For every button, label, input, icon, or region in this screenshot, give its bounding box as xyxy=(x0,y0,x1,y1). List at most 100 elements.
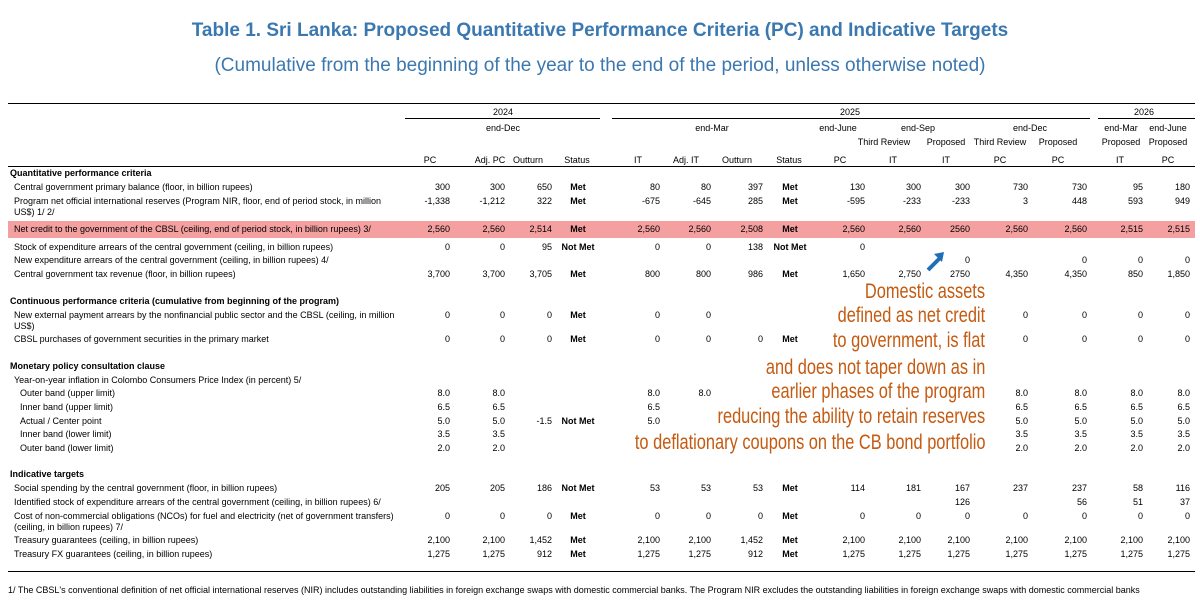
cell: 2.0 xyxy=(1177,442,1190,453)
cell: 2,560 xyxy=(637,224,660,235)
cell: 2,100 xyxy=(482,535,505,546)
status-cell: Met xyxy=(570,269,586,279)
cell: 6.5 xyxy=(492,402,505,412)
cell: 0 xyxy=(1022,510,1028,521)
cell: -233 xyxy=(951,195,970,206)
cell: 2,560 xyxy=(482,224,505,235)
cell: 650 xyxy=(536,182,552,192)
status-cell: Met xyxy=(782,510,798,521)
cell: 3.5 xyxy=(1177,429,1190,440)
cell: 2.0 xyxy=(1074,442,1087,453)
review-header: Proposed xyxy=(926,137,966,147)
cell: 1,275 xyxy=(1064,548,1087,559)
cell: 2,560 xyxy=(898,224,921,235)
column-header: IT xyxy=(942,155,950,165)
year-header: 2025 xyxy=(839,107,861,117)
status-cell: Met xyxy=(782,535,798,546)
column-header: IT xyxy=(889,155,897,165)
status-cell: Met xyxy=(782,548,798,559)
cell: 1,275 xyxy=(427,548,450,559)
cell: 5.0 xyxy=(492,415,505,426)
status-cell: Not Met xyxy=(561,483,595,494)
cell: 3.5 xyxy=(437,429,450,440)
cell: 2,515 xyxy=(1167,224,1190,235)
cell: 1,850 xyxy=(1167,269,1190,279)
cell: 5.0 xyxy=(437,415,450,426)
cell: 0 xyxy=(757,334,763,345)
review-header: Third Review xyxy=(973,137,1027,147)
cell: 0 xyxy=(859,241,865,252)
cell: 2,560 xyxy=(1064,224,1087,235)
cell: 397 xyxy=(747,182,763,192)
cell: 3.5 xyxy=(492,429,505,440)
row-label: Treasury FX guarantees (ceiling, in bill… xyxy=(14,548,213,559)
cell: 5.0 xyxy=(1074,415,1087,426)
cell: 186 xyxy=(536,483,552,494)
cell: 4,350 xyxy=(1005,269,1028,279)
cell: 2,100 xyxy=(1167,535,1190,546)
cell: 6.5 xyxy=(1177,402,1190,412)
row-label: Outer band (upper limit) xyxy=(20,388,116,399)
section-title: Monetary policy consultation clause xyxy=(10,360,166,371)
row-label: Social spending by the central governmen… xyxy=(14,483,278,494)
period-header: end-Mar xyxy=(695,123,729,133)
cell: 2750 xyxy=(949,269,970,279)
column-header: PC xyxy=(1161,155,1175,165)
cell: 0 xyxy=(705,510,711,521)
cell: 1,275 xyxy=(1167,548,1190,559)
cell: 2,515 xyxy=(1120,224,1143,235)
cell: 0 xyxy=(1184,309,1190,320)
cell: 300 xyxy=(489,182,505,192)
column-header: PC xyxy=(423,155,437,165)
cell: 2,100 xyxy=(427,535,450,546)
cell: 8.0 xyxy=(698,388,711,399)
cell: 1,452 xyxy=(529,535,552,546)
cell: 0 xyxy=(1184,334,1190,345)
subtitle: (Cumulative from the beginning of the ye… xyxy=(214,55,986,76)
cell: 0 xyxy=(859,510,865,521)
cell: 0 xyxy=(1137,309,1143,320)
status-cell: Not Met xyxy=(561,241,595,252)
highlight xyxy=(8,221,1195,239)
annotation: Domestic assets xyxy=(864,280,985,303)
annotation: to deflationary coupons on the CB bond p… xyxy=(634,431,985,454)
rule xyxy=(8,571,1195,573)
column-header: PC xyxy=(833,155,847,165)
cell: 3 xyxy=(1022,195,1028,206)
cell: 6.5 xyxy=(437,402,450,412)
column-header: IT xyxy=(634,155,642,165)
cell: 1,452 xyxy=(740,535,763,546)
column-header: Outturn xyxy=(512,155,543,165)
status-cell: Met xyxy=(570,224,586,235)
row-label: Year-on-year inflation in Colombo Consum… xyxy=(14,374,302,385)
cell: 730 xyxy=(1012,182,1028,192)
rule xyxy=(8,103,1195,104)
cell: 0 xyxy=(654,510,660,521)
rule xyxy=(1098,118,1195,119)
status-cell: Met xyxy=(570,510,586,521)
cell: -233 xyxy=(902,195,921,206)
cell: 800 xyxy=(644,269,660,279)
annotation: and does not taper down as in xyxy=(765,356,985,379)
cell: 1,275 xyxy=(1120,548,1143,559)
cell: 0 xyxy=(546,334,552,345)
cell: 300 xyxy=(905,182,921,192)
cell: 8.0 xyxy=(437,388,450,399)
cell: 0 xyxy=(1081,510,1087,521)
status-cell: Met xyxy=(782,334,798,345)
cell: 58 xyxy=(1132,483,1143,494)
status-cell: Met xyxy=(782,224,798,235)
cell: 0 xyxy=(499,510,505,521)
cell: 0 xyxy=(964,510,970,521)
cell: 912 xyxy=(747,548,763,559)
arrow xyxy=(926,252,944,272)
cell: 949 xyxy=(1174,195,1190,206)
cell: 237 xyxy=(1012,483,1028,494)
cell: 0 xyxy=(444,334,450,345)
row-label: Inner band (lower limit) xyxy=(20,429,112,440)
column-header: PC xyxy=(1051,155,1065,165)
status-cell: Met xyxy=(570,182,586,192)
cell: 986 xyxy=(747,269,763,279)
cell: 95 xyxy=(1132,182,1143,192)
cell: 56 xyxy=(1076,497,1087,507)
